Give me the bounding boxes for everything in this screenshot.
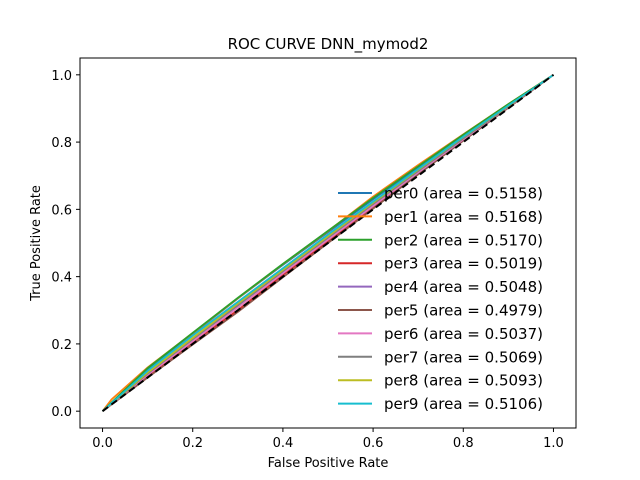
legend-label-per6: per6 (area = 0.5037) xyxy=(384,325,543,343)
x-tick-label: 0.0 xyxy=(92,436,113,451)
x-tick-label: 0.6 xyxy=(363,436,384,451)
x-tick-label: 0.8 xyxy=(453,436,474,451)
legend: per0 (area = 0.5158) per1 (area = 0.5168)… xyxy=(338,185,543,413)
axes-frame xyxy=(79,57,577,429)
legend-label-per8: per8 (area = 0.5093) xyxy=(384,372,543,390)
legend-label-per0: per0 (area = 0.5158) xyxy=(384,185,543,203)
y-tick-label: 0.8 xyxy=(51,136,72,151)
roc-line-per9 xyxy=(101,74,554,412)
y-axis-ticks: 0.0 0.2 0.4 0.6 0.8 1.0 xyxy=(51,69,80,420)
legend-label-per9: per9 (area = 0.5106) xyxy=(384,395,543,413)
roc-line-per2 xyxy=(101,74,554,412)
chart-title: ROC CURVE DNN_mymod2 xyxy=(228,35,429,54)
y-tick-label: 1.0 xyxy=(51,69,72,84)
y-tick-label: 0.2 xyxy=(51,338,72,353)
plot-area xyxy=(79,57,577,429)
y-axis-label: True Positive Rate xyxy=(29,185,44,302)
x-axis-label: False Positive Rate xyxy=(268,456,389,471)
legend-label-per2: per2 (area = 0.5170) xyxy=(384,231,543,249)
legend-label-per5: per5 (area = 0.4979) xyxy=(384,302,543,320)
y-tick-label: 0.0 xyxy=(51,405,72,420)
x-tick-label: 1.0 xyxy=(543,436,564,451)
legend-label-per4: per4 (area = 0.5048) xyxy=(384,278,543,296)
legend-label-per1: per1 (area = 0.5168) xyxy=(384,208,543,226)
x-axis-ticks: 0.0 0.2 0.4 0.6 0.8 1.0 xyxy=(92,428,564,451)
x-tick-label: 0.4 xyxy=(273,436,294,451)
y-tick-label: 0.4 xyxy=(51,271,72,286)
y-tick-label: 0.6 xyxy=(51,203,72,218)
x-tick-label: 0.2 xyxy=(182,436,203,451)
legend-label-per7: per7 (area = 0.5069) xyxy=(384,348,543,366)
roc-line-per7 xyxy=(101,74,554,412)
legend-label-per3: per3 (area = 0.5019) xyxy=(384,255,543,273)
chance-reference-line xyxy=(101,74,555,412)
